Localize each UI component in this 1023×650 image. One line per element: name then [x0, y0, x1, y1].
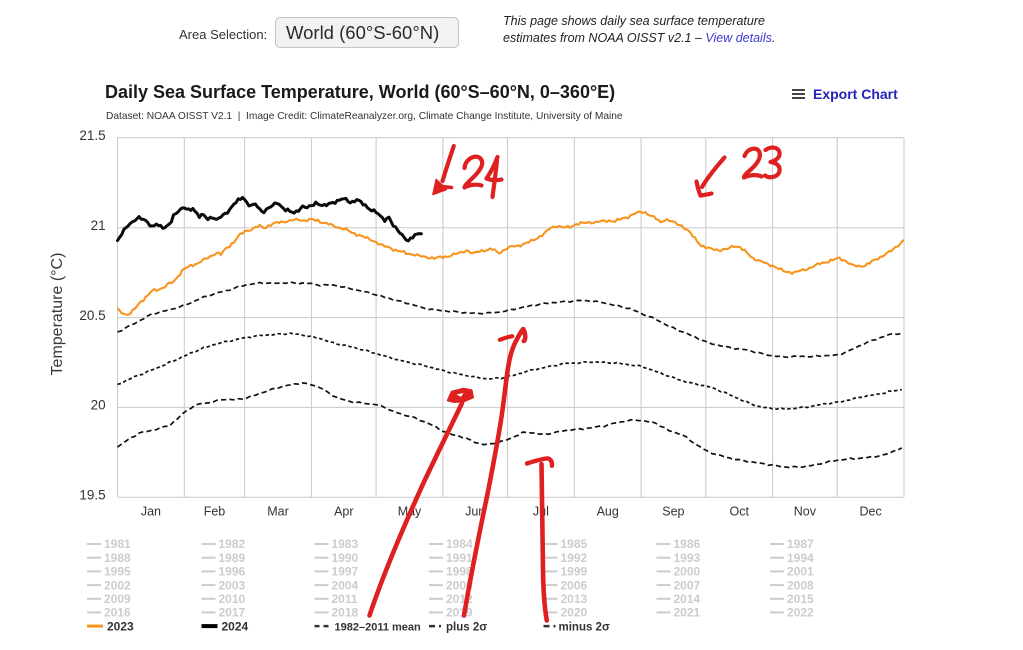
svg-text:2014: 2014: [674, 592, 701, 606]
svg-text:1984: 1984: [446, 537, 473, 551]
svg-text:2002: 2002: [104, 578, 131, 592]
svg-text:1991: 1991: [446, 551, 473, 565]
svg-text:2003: 2003: [219, 578, 246, 592]
svg-text:2019: 2019: [446, 606, 473, 620]
svg-text:19.5: 19.5: [79, 488, 105, 503]
svg-text:plus 2σ: plus 2σ: [446, 621, 487, 633]
svg-text:2011: 2011: [332, 592, 358, 606]
svg-text:2024: 2024: [222, 619, 249, 633]
svg-text:Oct: Oct: [729, 505, 749, 519]
svg-text:1983: 1983: [332, 537, 359, 551]
svg-text:2020: 2020: [561, 606, 588, 620]
svg-text:1981: 1981: [104, 537, 131, 551]
svg-text:1992: 1992: [561, 551, 588, 565]
svg-text:1994: 1994: [787, 551, 814, 565]
svg-text:2001: 2001: [787, 565, 814, 579]
svg-text:2016: 2016: [104, 606, 131, 620]
svg-text:1989: 1989: [219, 551, 246, 565]
svg-text:20: 20: [91, 398, 106, 413]
svg-text:2018: 2018: [332, 606, 359, 620]
svg-text:1998: 1998: [446, 565, 473, 579]
svg-text:2013: 2013: [561, 592, 588, 606]
svg-text:2005: 2005: [446, 578, 473, 592]
svg-text:Apr: Apr: [334, 505, 353, 519]
svg-text:2023: 2023: [107, 619, 134, 633]
svg-text:2017: 2017: [219, 606, 246, 620]
svg-text:Dec: Dec: [859, 505, 881, 519]
svg-text:1986: 1986: [674, 537, 701, 551]
svg-text:2007: 2007: [674, 578, 701, 592]
svg-text:2010: 2010: [219, 592, 246, 606]
svg-text:2008: 2008: [787, 578, 814, 592]
svg-text:Nov: Nov: [794, 505, 817, 519]
svg-text:1999: 1999: [561, 565, 588, 579]
svg-text:Aug: Aug: [597, 505, 619, 519]
svg-text:Feb: Feb: [204, 505, 226, 519]
svg-text:20.5: 20.5: [79, 308, 105, 323]
svg-text:2021: 2021: [674, 606, 701, 620]
svg-text:1987: 1987: [787, 537, 814, 551]
svg-text:Jan: Jan: [141, 505, 161, 519]
svg-text:1993: 1993: [674, 551, 701, 565]
svg-text:1982: 1982: [219, 537, 246, 551]
svg-text:2000: 2000: [674, 565, 701, 579]
svg-text:1995: 1995: [104, 565, 131, 579]
svg-text:Jun: Jun: [465, 505, 485, 519]
svg-text:1990: 1990: [332, 551, 359, 565]
svg-text:2022: 2022: [787, 606, 814, 620]
svg-text:1985: 1985: [561, 537, 588, 551]
svg-text:21: 21: [91, 218, 106, 233]
svg-text:Mar: Mar: [267, 505, 289, 519]
svg-text:2009: 2009: [104, 592, 131, 606]
svg-text:1982–2011 mean: 1982–2011 mean: [335, 621, 422, 633]
svg-text:1996: 1996: [219, 565, 246, 579]
svg-text:2004: 2004: [332, 578, 359, 592]
svg-text:minus 2σ: minus 2σ: [559, 621, 610, 633]
svg-text:21.5: 21.5: [79, 128, 105, 143]
svg-text:Temperature (°C): Temperature (°C): [49, 253, 66, 376]
svg-text:1997: 1997: [332, 565, 359, 579]
svg-text:2015: 2015: [787, 592, 814, 606]
svg-text:2006: 2006: [561, 578, 588, 592]
svg-text:1988: 1988: [104, 551, 131, 565]
svg-text:Sep: Sep: [662, 505, 684, 519]
